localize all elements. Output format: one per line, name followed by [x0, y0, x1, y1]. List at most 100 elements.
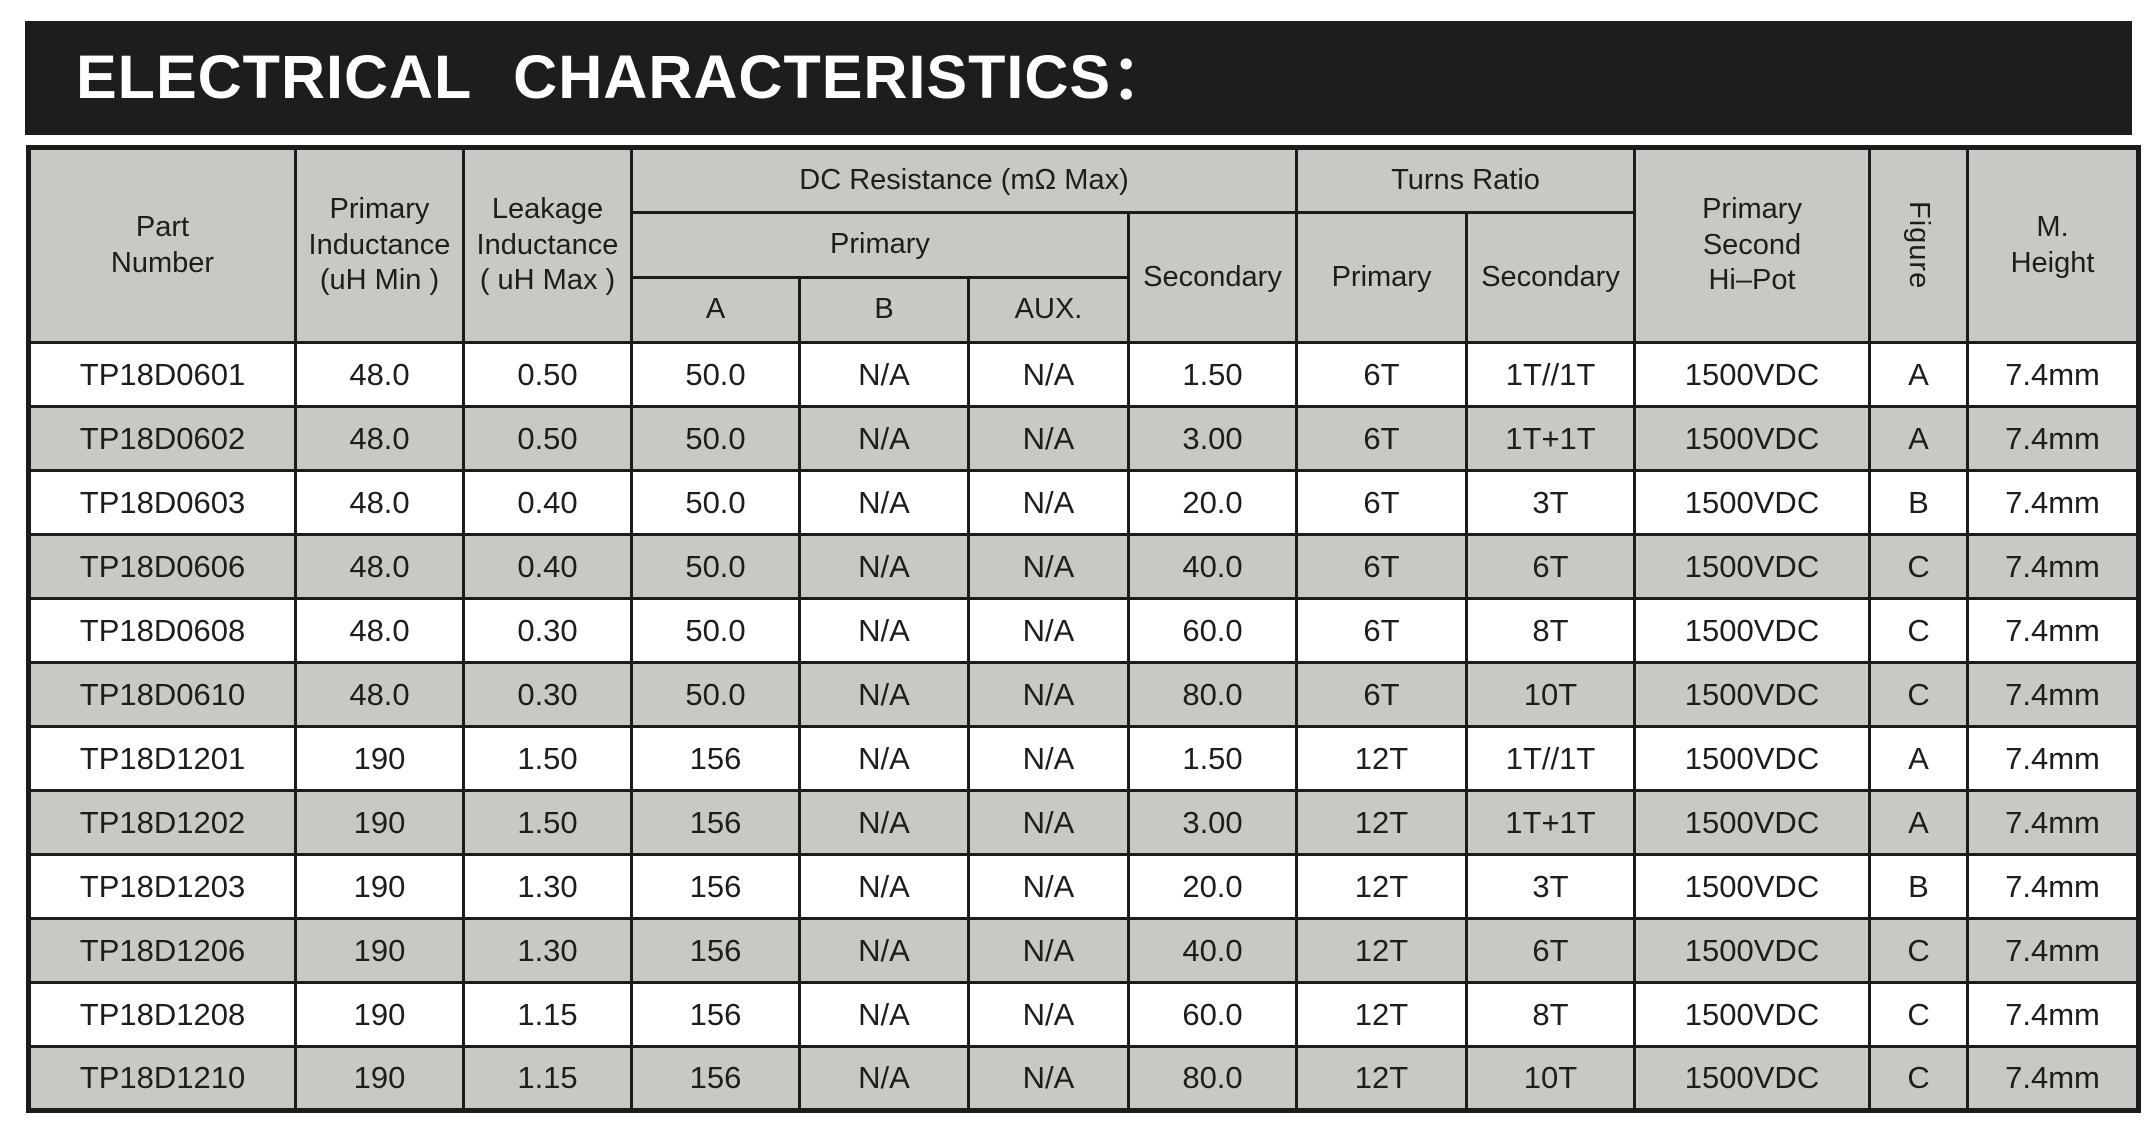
cell-hipot: 1500VDC [1633, 1045, 1872, 1112]
cell-part-number: TP18D0606 [27, 533, 297, 600]
cell-dc-resistance-b: N/A [798, 917, 970, 984]
cell-leakage-inductance: 1.50 [462, 789, 633, 856]
cell-m-height: 7.4mm [1966, 789, 2141, 856]
cell-m-height: 7.4mm [1966, 917, 2141, 984]
cell-turns-secondary: 10T [1465, 661, 1637, 728]
cell-m-height: 7.4mm [1966, 341, 2141, 408]
cell-turns-primary: 6T [1295, 533, 1469, 600]
header-row-2: Primary Secondary Primary Secondary [29, 211, 2139, 344]
cell-figure: A [1868, 725, 1970, 792]
cell-figure: C [1868, 597, 1970, 664]
cell-m-height: 7.4mm [1966, 597, 2141, 664]
cell-figure: C [1868, 981, 1970, 1048]
table-row: TP18D0601 48.0 0.50 50.0 N/A N/A 1.50 6T… [27, 341, 2141, 408]
header-figure: Figure [1868, 146, 1970, 344]
cell-turns-primary: 12T [1295, 917, 1469, 984]
table-row: TP18D0608 48.0 0.30 50.0 N/A N/A 60.0 6T… [27, 597, 2141, 664]
cell-dc-resistance-secondary: 20.0 [1126, 853, 1299, 920]
table-row: TP18D0606 48.0 0.40 50.0 N/A N/A 40.0 6T… [27, 533, 2141, 600]
cell-dc-resistance-a: 156 [630, 981, 801, 1048]
cell-dc-resistance-aux: N/A [967, 917, 1130, 984]
cell-leakage-inductance: 0.40 [462, 533, 633, 600]
cell-hipot: 1500VDC [1633, 469, 1872, 536]
table-body: TP18D0601 48.0 0.50 50.0 N/A N/A 1.50 6T… [27, 341, 2141, 1112]
cell-figure: A [1868, 341, 1970, 408]
cell-dc-resistance-a: 156 [630, 725, 801, 792]
header-dc-secondary: Secondary [1126, 211, 1299, 344]
cell-turns-primary: 12T [1295, 1045, 1469, 1112]
cell-primary-inductance: 190 [294, 853, 465, 920]
cell-hipot: 1500VDC [1633, 405, 1872, 472]
cell-turns-secondary: 6T [1465, 917, 1637, 984]
table-row: TP18D0610 48.0 0.30 50.0 N/A N/A 80.0 6T… [27, 661, 2141, 728]
cell-hipot: 1500VDC [1633, 725, 1872, 792]
cell-primary-inductance: 190 [294, 917, 465, 984]
cell-primary-inductance: 48.0 [294, 341, 465, 408]
cell-turns-primary: 6T [1295, 405, 1469, 472]
cell-part-number: TP18D1201 [27, 725, 297, 792]
cell-turns-secondary: 1T//1T [1465, 725, 1637, 792]
cell-turns-primary: 6T [1295, 661, 1469, 728]
cell-m-height: 7.4mm [1966, 405, 2141, 472]
cell-primary-inductance: 190 [294, 725, 465, 792]
cell-turns-secondary: 1T//1T [1465, 341, 1637, 408]
cell-turns-secondary: 8T [1465, 981, 1637, 1048]
cell-turns-primary: 12T [1295, 981, 1469, 1048]
header-turns-primary: Primary [1295, 211, 1469, 344]
cell-figure: B [1868, 469, 1970, 536]
cell-dc-resistance-b: N/A [798, 405, 970, 472]
cell-hipot: 1500VDC [1633, 533, 1872, 600]
header-dc-primary-group: Primary [630, 211, 1130, 279]
cell-dc-resistance-secondary: 60.0 [1126, 981, 1299, 1048]
header-turns-secondary: Secondary [1465, 211, 1637, 344]
cell-primary-inductance: 190 [294, 1045, 465, 1112]
cell-turns-secondary: 3T [1465, 469, 1637, 536]
cell-primary-inductance: 48.0 [294, 405, 465, 472]
cell-m-height: 7.4mm [1966, 469, 2141, 536]
table-row: TP18D1202 190 1.50 156 N/A N/A 3.00 12T … [27, 789, 2141, 856]
cell-part-number: TP18D0601 [27, 341, 297, 408]
cell-primary-inductance: 48.0 [294, 469, 465, 536]
cell-figure: A [1868, 789, 1970, 856]
cell-dc-resistance-a: 156 [630, 917, 801, 984]
cell-turns-secondary: 6T [1465, 533, 1637, 600]
header-dc-primary-a: A [630, 276, 801, 344]
cell-part-number: TP18D1210 [27, 1045, 297, 1112]
table-row: TP18D0603 48.0 0.40 50.0 N/A N/A 20.0 6T… [27, 469, 2141, 536]
cell-dc-resistance-secondary: 60.0 [1126, 597, 1299, 664]
header-dc-primary-b: B [798, 276, 970, 344]
table-row: TP18D1206 190 1.30 156 N/A N/A 40.0 12T … [27, 917, 2141, 984]
cell-leakage-inductance: 0.50 [462, 405, 633, 472]
cell-turns-primary: 6T [1295, 597, 1469, 664]
title-banner: ELECTRICAL CHARACTERISTICS： [25, 21, 2132, 135]
header-part-number: Part Number [27, 146, 297, 344]
cell-dc-resistance-aux: N/A [967, 853, 1130, 920]
cell-figure: B [1868, 853, 1970, 920]
header-row-1: Part Number Primary Inductance (uH Min )… [27, 146, 2141, 344]
cell-part-number: TP18D0610 [27, 661, 297, 728]
cell-primary-inductance: 48.0 [294, 533, 465, 600]
cell-m-height: 7.4mm [1966, 725, 2141, 792]
cell-leakage-inductance: 0.40 [462, 469, 633, 536]
cell-turns-secondary: 1T+1T [1465, 405, 1637, 472]
cell-leakage-inductance: 1.50 [462, 725, 633, 792]
cell-leakage-inductance: 0.30 [462, 597, 633, 664]
cell-dc-resistance-aux: N/A [967, 533, 1130, 600]
cell-dc-resistance-secondary: 20.0 [1126, 469, 1299, 536]
cell-dc-resistance-aux: N/A [967, 405, 1130, 472]
cell-dc-resistance-secondary: 80.0 [1126, 661, 1299, 728]
cell-dc-resistance-aux: N/A [967, 1045, 1130, 1112]
cell-dc-resistance-a: 50.0 [630, 405, 801, 472]
cell-turns-secondary: 8T [1465, 597, 1637, 664]
cell-leakage-inductance: 0.30 [462, 661, 633, 728]
cell-dc-resistance-a: 50.0 [630, 597, 801, 664]
cell-m-height: 7.4mm [1966, 853, 2141, 920]
cell-dc-resistance-b: N/A [798, 469, 970, 536]
cell-part-number: TP18D1208 [27, 981, 297, 1048]
table-row: TP18D1210 190 1.15 156 N/A N/A 80.0 12T … [27, 1045, 2141, 1112]
cell-part-number: TP18D0602 [27, 405, 297, 472]
cell-dc-resistance-aux: N/A [967, 661, 1130, 728]
cell-turns-primary: 6T [1295, 469, 1469, 536]
cell-m-height: 7.4mm [1966, 981, 2141, 1048]
cell-dc-resistance-secondary: 1.50 [1126, 341, 1299, 408]
